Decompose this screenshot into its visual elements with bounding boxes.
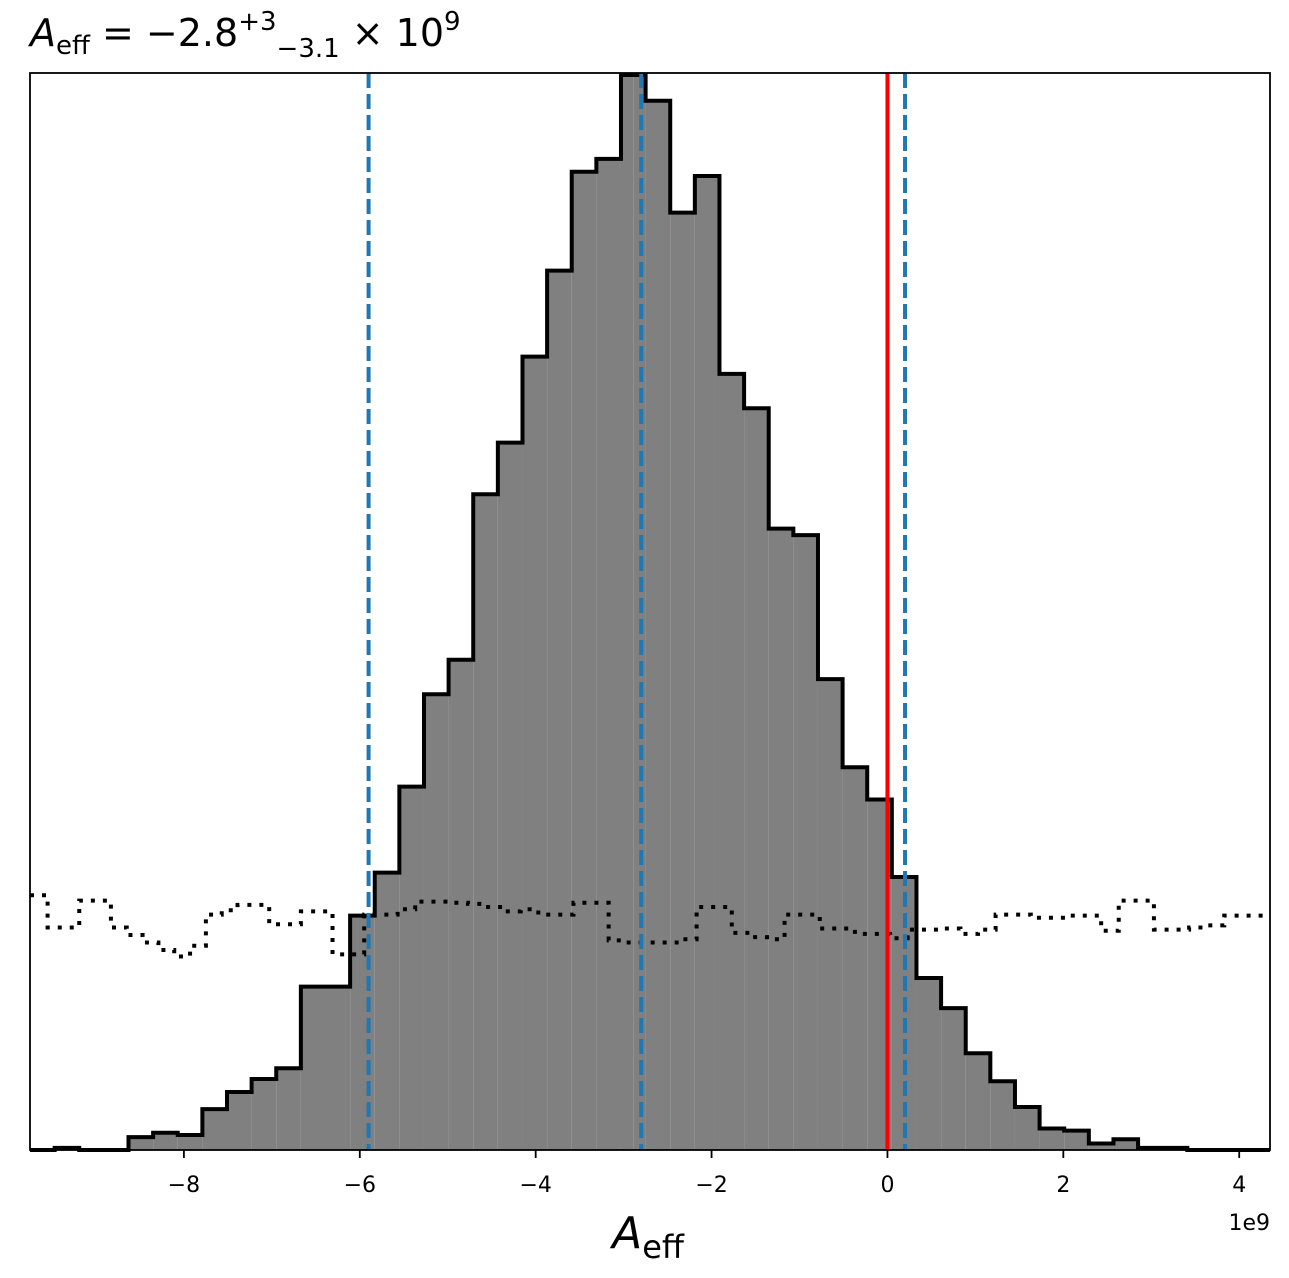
x-tick-label: −8 (168, 1173, 200, 1198)
posterior-bar (1064, 1130, 1089, 1150)
posterior-bar (842, 767, 868, 1150)
posterior-bar (965, 1053, 991, 1150)
posterior-bar (645, 100, 671, 1150)
posterior-bar (497, 442, 523, 1150)
x-tick-label: −4 (519, 1173, 551, 1198)
axes-frame (29, 72, 1271, 1151)
x-tick-label: −6 (344, 1173, 376, 1198)
posterior-bar (1113, 1139, 1139, 1150)
posterior-bar (768, 528, 794, 1150)
posterior-bar (276, 1068, 301, 1150)
x-axis-label: Aeff (609, 1208, 685, 1266)
posterior-bar (670, 212, 695, 1151)
posterior-bar (522, 356, 548, 1150)
posterior-bar (547, 270, 572, 1150)
title-times: × 10 (340, 11, 444, 55)
posterior-bar (744, 408, 769, 1150)
posterior-bar (448, 659, 474, 1150)
posterior-bar (620, 75, 634, 1150)
x-tick-label: 4 (1232, 1173, 1246, 1198)
posterior-bar (596, 158, 621, 1151)
title-equals: = −2.8 (90, 11, 238, 55)
title-superscript: +3 (238, 7, 276, 37)
title-exponent: 9 (444, 7, 461, 37)
chart-title: Aeff = −2.8+3−3.1 × 109 (27, 7, 461, 64)
posterior-bar (251, 1079, 277, 1150)
posterior-bar (1088, 1143, 1114, 1150)
posterior-bar (817, 679, 843, 1150)
x-tick-label: 2 (1056, 1173, 1070, 1198)
posterior-bar (399, 786, 424, 1150)
posterior-bar (793, 535, 818, 1150)
posterior-bar (300, 986, 326, 1150)
posterior-bar (694, 176, 720, 1151)
xlabel-symbol-sub: eff (642, 1228, 685, 1266)
plot-area (30, 73, 1270, 1152)
posterior-bar (423, 694, 449, 1150)
posterior-bar (202, 1109, 227, 1150)
title-subscript: −3.1 (277, 34, 340, 64)
xlabel-symbol: A (609, 1208, 642, 1259)
posterior-bar (374, 872, 400, 1150)
posterior-bar (1039, 1128, 1065, 1150)
posterior-bar (571, 171, 597, 1150)
x-offset-label: 1e9 (1228, 1211, 1270, 1236)
posterior-bar (941, 1008, 966, 1150)
x-ticks: −8 −6 −4 −2 0 2 4 (168, 1150, 1246, 1198)
posterior-bar (1014, 1107, 1040, 1150)
posterior-bar (153, 1132, 178, 1150)
posterior-bar (128, 1137, 154, 1150)
x-tick-label: 0 (880, 1173, 894, 1198)
prior-outline (30, 893, 1270, 959)
title-symbol-sub: eff (56, 31, 91, 61)
posterior-bar (177, 1134, 203, 1150)
posterior-bar (226, 1091, 252, 1150)
posterior-bar (916, 978, 942, 1150)
posterior-bar (473, 494, 498, 1150)
title-symbol: A (27, 11, 56, 55)
posterior-bar (325, 986, 351, 1150)
posterior-bar (990, 1081, 1015, 1150)
x-tick-label: −2 (695, 1173, 727, 1198)
posterior-bar (719, 373, 745, 1151)
